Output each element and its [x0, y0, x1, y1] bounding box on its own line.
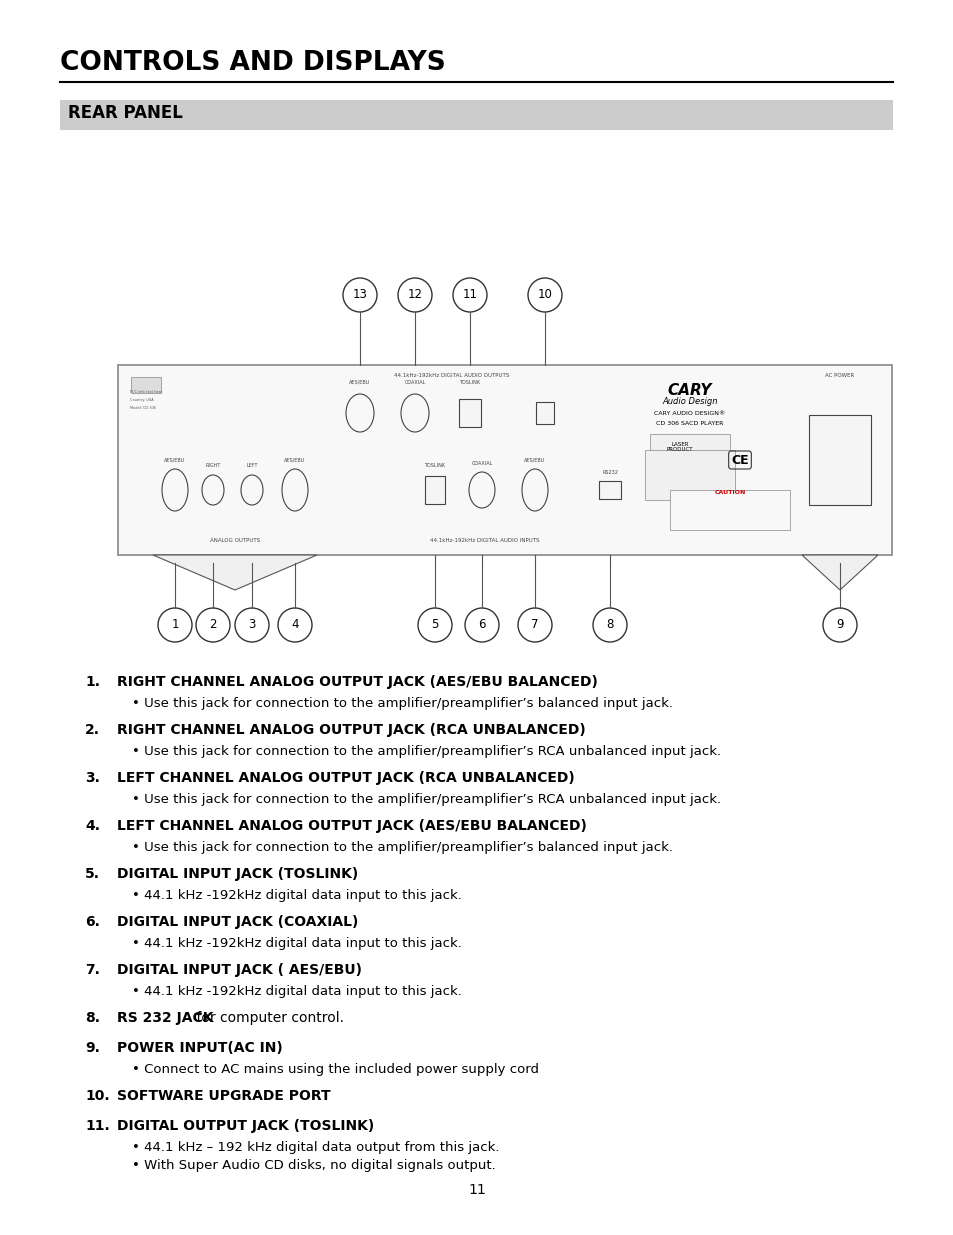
Text: 9.: 9.	[85, 1041, 100, 1055]
Text: AES/EBU: AES/EBU	[164, 457, 186, 462]
Bar	[60, 100, 892, 130]
Bar	[424, 475, 444, 504]
Text: • 44.1 kHz -192kHz digital data input to this jack.: • 44.1 kHz -192kHz digital data input to…	[132, 986, 461, 998]
Bar	[118, 366, 891, 555]
Text: DIGITAL INPUT JACK (TOSLINK): DIGITAL INPUT JACK (TOSLINK)	[117, 867, 358, 881]
Text: AES/EBU: AES/EBU	[284, 457, 305, 462]
Text: 7: 7	[531, 619, 538, 631]
Bar	[536, 403, 554, 424]
Text: 1: 1	[172, 619, 178, 631]
Bar	[458, 399, 480, 427]
Text: RS232: RS232	[601, 471, 618, 475]
Text: TOSLINK: TOSLINK	[459, 380, 480, 385]
Text: TOSLINK: TOSLINK	[424, 463, 445, 468]
Text: REAR PANEL: REAR PANEL	[68, 104, 183, 122]
Text: CARY AUDIO DESIGN®: CARY AUDIO DESIGN®	[654, 411, 725, 416]
Bar	[644, 450, 734, 500]
Text: DIGITAL INPUT JACK ( AES/EBU): DIGITAL INPUT JACK ( AES/EBU)	[117, 963, 361, 977]
Text: 2: 2	[209, 619, 216, 631]
Text: CAUTION: CAUTION	[714, 490, 745, 495]
Text: • Connect to AC mains using the included power supply cord: • Connect to AC mains using the included…	[132, 1063, 538, 1076]
Text: 3: 3	[248, 619, 255, 631]
Text: 8.: 8.	[85, 1011, 100, 1025]
Text: SOFTWARE UPGRADE PORT: SOFTWARE UPGRADE PORT	[117, 1089, 331, 1103]
Text: • Use this jack for connection to the amplifier/preamplifier’s RCA unbalanced in: • Use this jack for connection to the am…	[132, 793, 720, 806]
Text: for computer control.: for computer control.	[192, 1011, 343, 1025]
Text: 44.1kHz-192kHz DIGITAL AUDIO OUTPUTS: 44.1kHz-192kHz DIGITAL AUDIO OUTPUTS	[394, 373, 509, 378]
Text: ANALOG OUTPUTS: ANALOG OUTPUTS	[210, 538, 260, 543]
Text: RIGHT CHANNEL ANALOG OUTPUT JACK (AES/EBU BALANCED): RIGHT CHANNEL ANALOG OUTPUT JACK (AES/EB…	[117, 676, 598, 689]
Text: 12: 12	[407, 289, 422, 301]
Text: LASER
PRODUCT: LASER PRODUCT	[666, 442, 693, 452]
Text: 9: 9	[836, 619, 842, 631]
Text: 10.: 10.	[85, 1089, 110, 1103]
Text: DIGITAL OUTPUT JACK (TOSLINK): DIGITAL OUTPUT JACK (TOSLINK)	[117, 1119, 374, 1132]
Text: DIGITAL INPUT JACK (COAXIAL): DIGITAL INPUT JACK (COAXIAL)	[117, 915, 358, 929]
Text: AES/EBU: AES/EBU	[524, 457, 545, 462]
Text: AC POWER: AC POWER	[824, 373, 854, 378]
Text: • 44.1 kHz -192kHz digital data input to this jack.: • 44.1 kHz -192kHz digital data input to…	[132, 937, 461, 950]
Text: 13: 13	[353, 289, 367, 301]
Text: LEFT: LEFT	[246, 463, 257, 468]
Text: 6.: 6.	[85, 915, 100, 929]
Bar	[669, 490, 789, 530]
Bar	[598, 480, 620, 499]
Text: • Use this jack for connection to the amplifier/preamplifier’s balanced input ja: • Use this jack for connection to the am…	[132, 841, 672, 853]
Text: 11: 11	[468, 1183, 485, 1197]
Text: 5.: 5.	[85, 867, 100, 881]
Text: COAXIAL: COAXIAL	[404, 380, 425, 385]
Text: CONTROLS AND DISPLAYS: CONTROLS AND DISPLAYS	[60, 49, 445, 77]
Text: • With Super Audio CD disks, no digital signals output.: • With Super Audio CD disks, no digital …	[132, 1158, 496, 1172]
Text: • 44.1 kHz – 192 kHz digital data output from this jack.: • 44.1 kHz – 192 kHz digital data output…	[132, 1141, 499, 1153]
Text: 8: 8	[606, 619, 613, 631]
Text: RS 232 JACK: RS 232 JACK	[117, 1011, 213, 1025]
Text: RIGHT CHANNEL ANALOG OUTPUT JACK (RCA UNBALANCED): RIGHT CHANNEL ANALOG OUTPUT JACK (RCA UN…	[117, 722, 585, 737]
Text: • Use this jack for connection to the amplifier/preamplifier’s balanced input ja: • Use this jack for connection to the am…	[132, 697, 672, 710]
Text: 7.: 7.	[85, 963, 100, 977]
Text: COAXIAL: COAXIAL	[471, 461, 492, 466]
Bar	[131, 377, 161, 393]
Text: AES/EBU: AES/EBU	[349, 380, 370, 385]
Polygon shape	[801, 555, 877, 590]
Text: • Use this jack for connection to the amplifier/preamplifier’s RCA unbalanced in: • Use this jack for connection to the am…	[132, 745, 720, 758]
Text: FCC info text here: FCC info text here	[130, 390, 162, 394]
Polygon shape	[152, 555, 316, 590]
Text: 11: 11	[462, 289, 477, 301]
Text: 11.: 11.	[85, 1119, 110, 1132]
Text: 5: 5	[431, 619, 438, 631]
Text: Country: USA: Country: USA	[130, 398, 153, 403]
Text: 2.: 2.	[85, 722, 100, 737]
Text: LEFT CHANNEL ANALOG OUTPUT JACK (RCA UNBALANCED): LEFT CHANNEL ANALOG OUTPUT JACK (RCA UNB…	[117, 771, 574, 785]
Bar	[808, 415, 870, 505]
Text: CARY: CARY	[667, 383, 712, 398]
Text: 1.: 1.	[85, 676, 100, 689]
Text: CE: CE	[730, 453, 748, 467]
Text: 3.: 3.	[85, 771, 100, 785]
Bar	[649, 433, 729, 456]
Text: CD 306 SACD PLAYER: CD 306 SACD PLAYER	[656, 421, 723, 426]
Text: 4: 4	[291, 619, 298, 631]
Text: Audio Design: Audio Design	[661, 396, 717, 406]
Text: 6: 6	[477, 619, 485, 631]
Text: • 44.1 kHz -192kHz digital data input to this jack.: • 44.1 kHz -192kHz digital data input to…	[132, 889, 461, 902]
Text: LEFT CHANNEL ANALOG OUTPUT JACK (AES/EBU BALANCED): LEFT CHANNEL ANALOG OUTPUT JACK (AES/EBU…	[117, 819, 586, 832]
Text: Model: CD 306: Model: CD 306	[130, 406, 156, 410]
Text: RIGHT: RIGHT	[205, 463, 220, 468]
Text: 10: 10	[537, 289, 552, 301]
Text: POWER INPUT(AC IN): POWER INPUT(AC IN)	[117, 1041, 282, 1055]
Text: 44.1kHz-192kHz DIGITAL AUDIO INPUTS: 44.1kHz-192kHz DIGITAL AUDIO INPUTS	[430, 538, 539, 543]
Text: 4.: 4.	[85, 819, 100, 832]
